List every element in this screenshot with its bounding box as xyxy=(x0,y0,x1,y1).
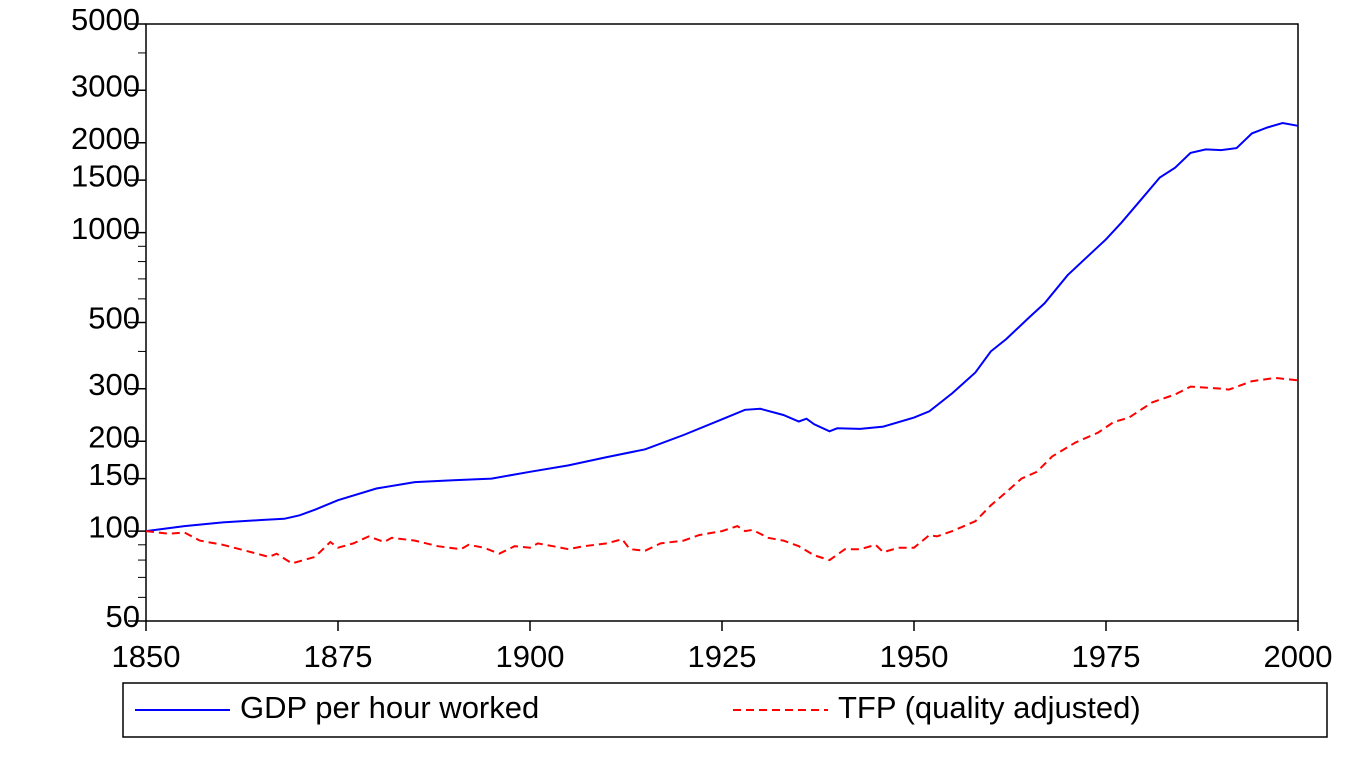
y-tick-label: 300 xyxy=(88,367,140,402)
legend-label: TFP (quality adjusted) xyxy=(838,690,1141,725)
y-tick-label: 3000 xyxy=(71,68,140,103)
x-tick-label: 1850 xyxy=(112,639,181,674)
series-line xyxy=(145,376,1299,565)
y-tick-label: 5000 xyxy=(71,2,140,37)
x-tick-label: 2000 xyxy=(1264,639,1333,674)
y-tick-label: 1500 xyxy=(71,158,140,193)
y-tick-label: 2000 xyxy=(71,121,140,156)
y-tick-label: 1000 xyxy=(71,211,140,246)
y-tick-label: 150 xyxy=(88,457,140,492)
y-tick-label: 500 xyxy=(88,301,140,336)
x-tick-label: 1925 xyxy=(688,639,757,674)
legend-label: GDP per hour worked xyxy=(240,690,539,725)
y-tick-label: 200 xyxy=(88,419,140,454)
x-tick-label: 1875 xyxy=(304,639,373,674)
x-tick-label: 1900 xyxy=(496,639,565,674)
legend-box xyxy=(122,682,1328,738)
y-tick-label: 50 xyxy=(106,599,140,634)
y-tick-label: 100 xyxy=(88,509,140,544)
x-tick-label: 1950 xyxy=(880,639,949,674)
x-tick-label: 1975 xyxy=(1072,639,1141,674)
series-line xyxy=(145,121,1299,533)
